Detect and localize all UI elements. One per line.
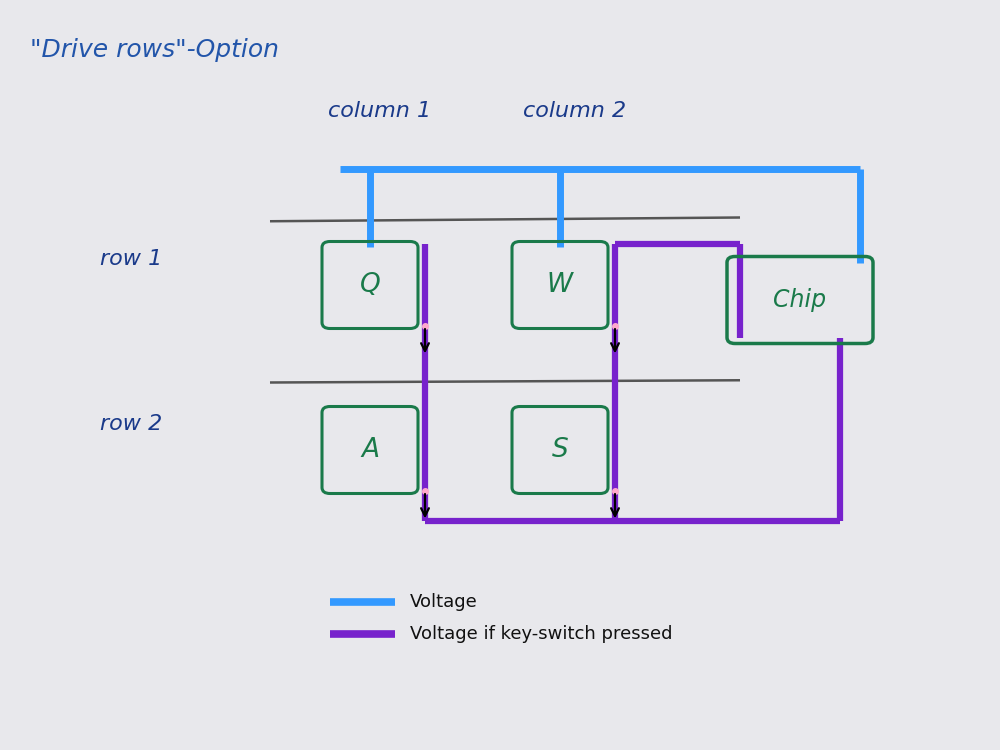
- Text: column 1: column 1: [328, 101, 432, 122]
- Text: Voltage: Voltage: [410, 593, 478, 611]
- Text: column 2: column 2: [523, 101, 627, 122]
- Text: Q: Q: [360, 272, 380, 298]
- Text: Voltage if key-switch pressed: Voltage if key-switch pressed: [410, 625, 672, 643]
- Text: Chip: Chip: [773, 288, 827, 312]
- Text: A: A: [361, 437, 379, 463]
- Text: row 2: row 2: [100, 414, 162, 434]
- Text: W: W: [547, 272, 573, 298]
- Text: "Drive rows"-Option: "Drive rows"-Option: [30, 38, 279, 62]
- Text: row 1: row 1: [100, 249, 162, 268]
- Text: S: S: [552, 437, 568, 463]
